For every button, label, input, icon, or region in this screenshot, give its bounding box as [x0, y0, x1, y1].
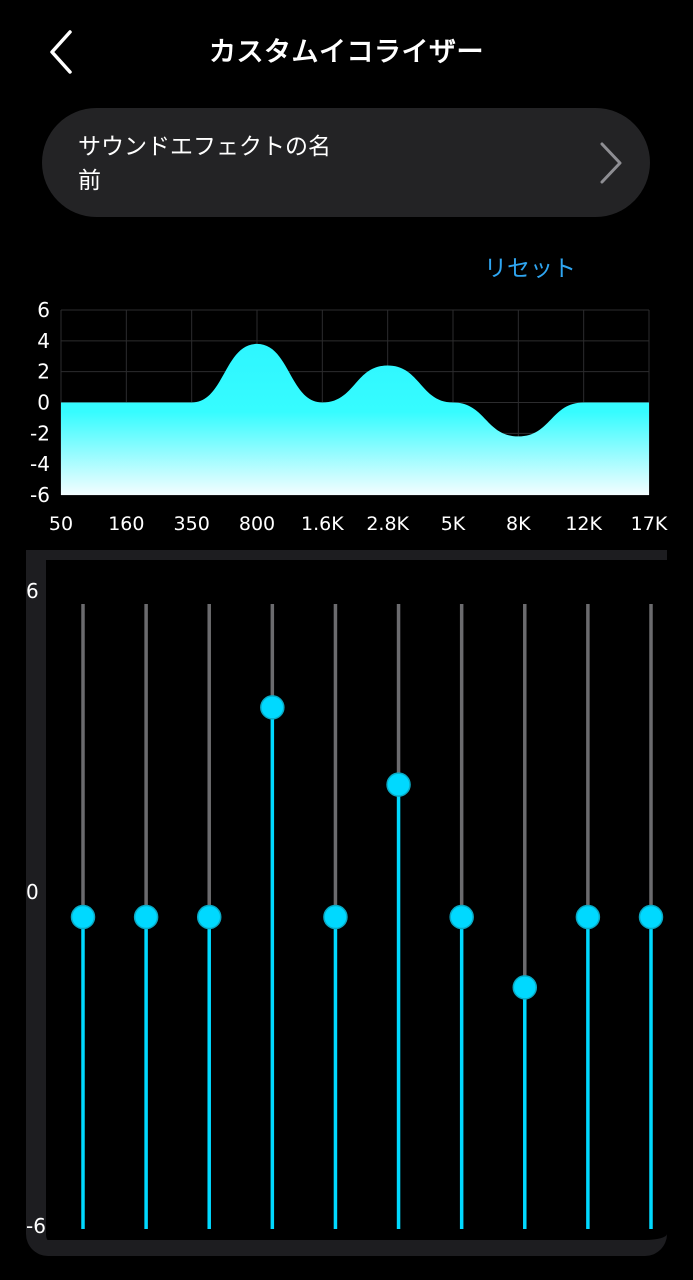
y-tick-label: -4: [30, 452, 50, 476]
slider-max-label: 6: [26, 579, 39, 603]
eq-slider-350[interactable]: [196, 604, 222, 1229]
eq-slider-5K[interactable]: [449, 604, 474, 1229]
eq-slider-1.6K[interactable]: [323, 604, 348, 1229]
slider-knob[interactable]: [575, 904, 601, 930]
y-tick-label: 2: [37, 360, 50, 384]
x-tick-label: 1.6K: [301, 513, 344, 535]
eq-slider-160[interactable]: [133, 604, 159, 1229]
eq-slider-12K[interactable]: [575, 604, 601, 1229]
reset-button[interactable]: リセット: [484, 256, 576, 282]
eq-slider-2.8K[interactable]: [386, 604, 411, 1229]
x-tick-label: 2.8K: [366, 513, 409, 535]
slider-knob[interactable]: [323, 904, 348, 930]
slider-knob[interactable]: [638, 904, 664, 930]
sound-effect-name-selector[interactable]: サウンドエフェクトの名前: [42, 108, 650, 217]
y-tick-label: -6: [30, 483, 50, 507]
y-tick-label: 4: [37, 329, 50, 353]
y-axis-ticks: 6 4 2 0 -2 -4 -6: [30, 298, 50, 507]
eq-curve-area: [61, 343, 649, 495]
slider-knob[interactable]: [196, 904, 222, 930]
x-tick-label: 800: [239, 513, 275, 535]
slider-knob[interactable]: [260, 695, 285, 720]
x-tick-label: 350: [174, 513, 210, 535]
slider-min-label: -6: [26, 1214, 46, 1238]
header: カスタムイコライザー: [0, 0, 693, 104]
slider-mid-label: 0: [26, 880, 39, 904]
x-tick-label: 5K: [441, 513, 466, 535]
x-axis-ticks: 50 160 350 800 1.6K 2.8K 5K 8K 12K 17K: [49, 513, 668, 535]
x-tick-label: 50: [49, 513, 73, 535]
y-tick-label: -2: [30, 421, 50, 445]
eq-slider-800[interactable]: [260, 604, 285, 1229]
eq-slider-50[interactable]: [70, 604, 96, 1229]
slider-knob[interactable]: [386, 772, 411, 797]
slider-panel: [26, 550, 667, 1256]
x-tick-label: 17K: [631, 513, 668, 535]
slider-knob[interactable]: [449, 904, 474, 930]
x-tick-label: 160: [108, 513, 144, 535]
page-title: カスタムイコライザー: [209, 37, 484, 68]
slider-knob[interactable]: [70, 904, 96, 930]
slider-knob[interactable]: [133, 904, 159, 930]
x-tick-label: 8K: [506, 513, 531, 535]
eq-slider-17K[interactable]: [638, 604, 664, 1229]
y-tick-label: 6: [37, 298, 50, 322]
chevron-right-icon: [600, 142, 622, 184]
back-chevron-icon[interactable]: [44, 26, 84, 78]
y-tick-label: 0: [37, 391, 50, 415]
x-tick-label: 12K: [565, 513, 602, 535]
slider-knob[interactable]: [512, 975, 538, 1000]
eq-curve-chart: 6 4 2 0 -2 -4 -6 50 160 350 800 1.6K 2.8K 5K 8K 12K 17K: [30, 298, 668, 535]
eq-slider-8K[interactable]: [512, 604, 538, 1229]
sound-effect-name: サウンドエフェクトの名前: [78, 134, 331, 194]
